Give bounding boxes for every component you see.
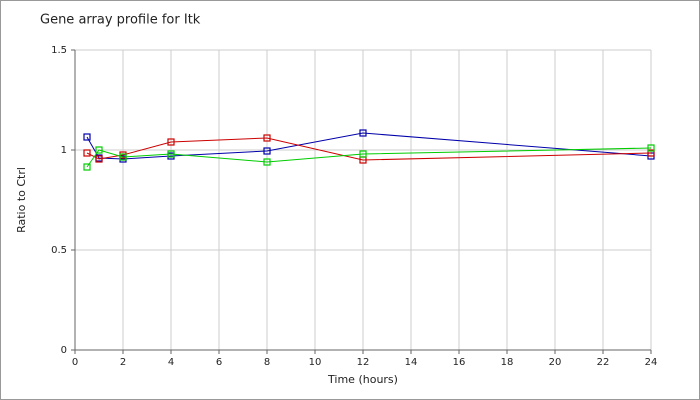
point-marker: [359, 129, 367, 137]
point-marker: [119, 153, 127, 161]
point-marker: [263, 134, 271, 142]
x-tick-label: 20: [549, 357, 562, 368]
x-tick-label: 22: [597, 357, 610, 368]
x-tick-label: 10: [309, 357, 322, 368]
x-tick-label: 14: [405, 357, 418, 368]
x-tick-label: 16: [453, 357, 466, 368]
x-tick-label: 4: [168, 357, 174, 368]
point-marker: [647, 144, 655, 152]
point-marker: [83, 163, 91, 171]
series-line: [86, 137, 652, 161]
point-marker: [263, 158, 271, 166]
y-tick-label: 0: [61, 345, 67, 356]
point-marker: [83, 149, 91, 157]
chart-title: Gene array profile for Itk: [40, 13, 201, 28]
x-tick-label: 12: [357, 357, 370, 368]
point-marker: [95, 146, 103, 154]
x-tick-label: 2: [120, 357, 126, 368]
point-marker: [167, 138, 175, 146]
y-axis-title: Ratio to Ctrl: [15, 167, 28, 233]
x-tick-label: 24: [645, 357, 658, 368]
point-marker: [83, 133, 91, 141]
point-marker: [167, 150, 175, 158]
point-marker: [95, 155, 103, 163]
y-tick-label: 0.5: [51, 245, 67, 256]
x-tick-label: 6: [216, 357, 222, 368]
x-tick-label: 0: [72, 357, 78, 368]
point-marker: [647, 149, 655, 157]
series-line: [86, 132, 652, 160]
x-axis-title: Time (hours): [327, 373, 398, 386]
y-tick-label: 1.5: [51, 45, 67, 56]
x-tick-label: 8: [264, 357, 270, 368]
y-tick-label: 1: [61, 145, 67, 156]
point-marker: [359, 150, 367, 158]
series-line: [86, 147, 652, 168]
point-marker: [263, 147, 271, 155]
x-tick-label: 18: [501, 357, 514, 368]
